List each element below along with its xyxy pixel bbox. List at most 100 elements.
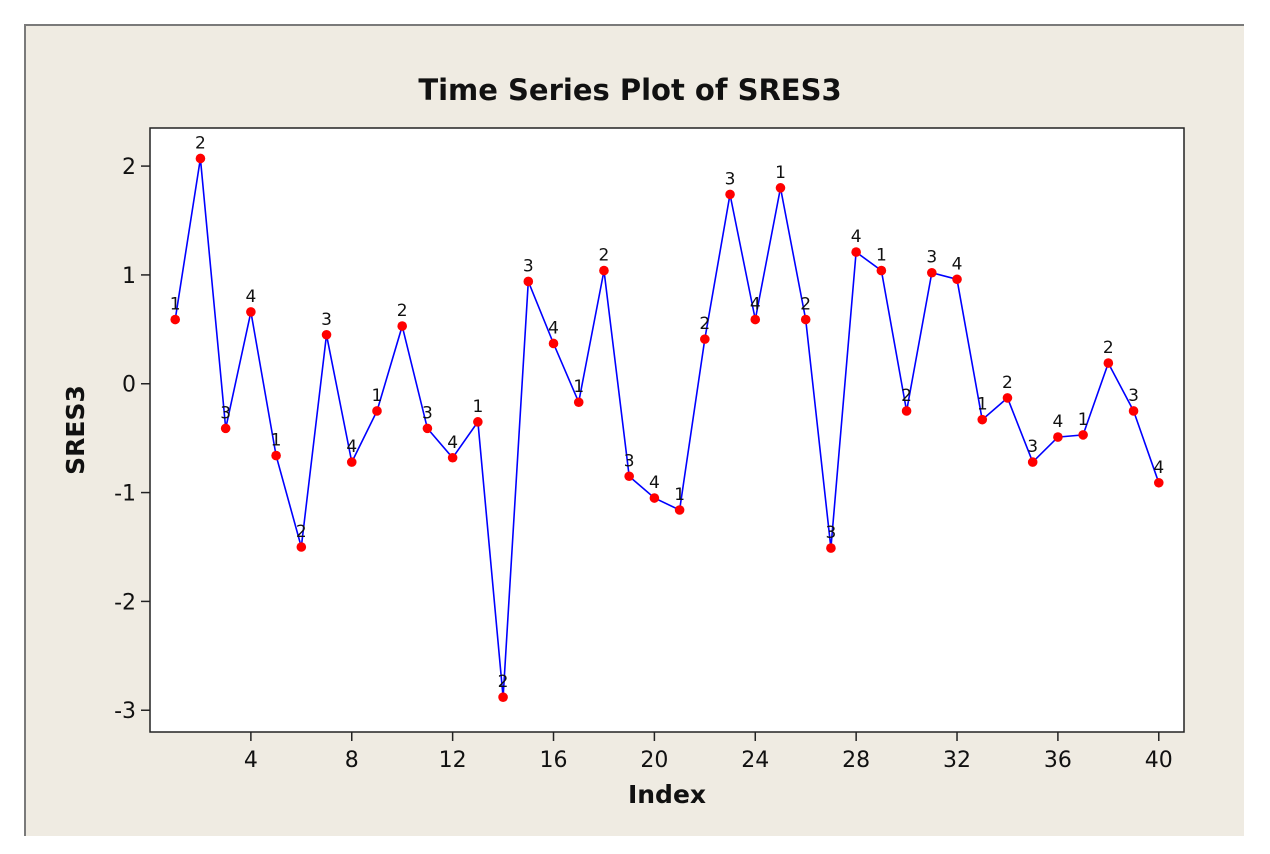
point-label: 1 bbox=[372, 386, 383, 406]
data-point bbox=[725, 189, 735, 200]
point-label: 2 bbox=[296, 522, 307, 542]
data-point bbox=[1078, 430, 1088, 440]
data-point bbox=[1002, 393, 1013, 403]
data-point bbox=[296, 542, 307, 552]
point-label: 1 bbox=[674, 485, 685, 505]
data-point bbox=[599, 265, 609, 276]
point-label: 3 bbox=[624, 451, 635, 471]
x-tick-label: 24 bbox=[741, 748, 769, 773]
x-tick-label: 4 bbox=[244, 748, 258, 773]
data-point bbox=[624, 471, 634, 482]
y-tick-label: -1 bbox=[114, 482, 136, 507]
data-point bbox=[170, 314, 181, 325]
x-tick-label: 36 bbox=[1044, 748, 1072, 773]
y-axis-label: SRES3 bbox=[61, 385, 90, 475]
point-label: 4 bbox=[851, 227, 862, 247]
data-point bbox=[1103, 358, 1114, 368]
data-point bbox=[1153, 477, 1164, 488]
y-tick-label: 2 bbox=[122, 155, 136, 180]
data-point bbox=[674, 505, 685, 515]
data-point bbox=[548, 338, 559, 349]
point-label: 3 bbox=[826, 523, 837, 543]
y-axis: -3 -2 -1 0 1 2 bbox=[114, 155, 150, 724]
data-point bbox=[246, 307, 256, 317]
x-tick-label: 28 bbox=[842, 748, 870, 773]
y-tick-label: -2 bbox=[114, 590, 136, 615]
point-label: 3 bbox=[1027, 437, 1038, 457]
point-label: 2 bbox=[1103, 338, 1114, 358]
point-label: 2 bbox=[699, 314, 710, 334]
data-point bbox=[321, 329, 332, 340]
data-point bbox=[195, 153, 206, 164]
data-point bbox=[927, 267, 937, 278]
point-label: 3 bbox=[220, 403, 231, 423]
data-point bbox=[750, 314, 761, 325]
point-label: 3 bbox=[926, 248, 937, 268]
data-point bbox=[851, 247, 861, 257]
data-point bbox=[1027, 457, 1038, 467]
data-point bbox=[800, 314, 811, 325]
x-tick-label: 12 bbox=[439, 748, 467, 773]
x-axis: 4 8 12 16 20 24 28 32 36 40 bbox=[244, 732, 1173, 773]
point-label: 2 bbox=[901, 386, 912, 406]
point-label: 1 bbox=[876, 246, 887, 266]
data-point bbox=[220, 423, 231, 434]
data-point bbox=[826, 543, 836, 553]
data-point bbox=[1053, 432, 1063, 442]
point-label: 1 bbox=[1078, 410, 1089, 430]
data-point bbox=[700, 334, 710, 344]
point-label: 1 bbox=[170, 295, 181, 315]
x-tick-label: 32 bbox=[943, 748, 971, 773]
point-label: 1 bbox=[271, 431, 282, 451]
data-point bbox=[573, 397, 584, 408]
data-point bbox=[372, 406, 382, 416]
data-point bbox=[271, 450, 281, 461]
data-point bbox=[775, 183, 786, 193]
point-label: 4 bbox=[245, 287, 256, 307]
x-axis-label: Index bbox=[628, 780, 706, 809]
point-label: 4 bbox=[750, 295, 761, 315]
point-label: 2 bbox=[1002, 373, 1013, 393]
point-label: 4 bbox=[952, 254, 963, 274]
data-point bbox=[447, 452, 458, 463]
x-tick-label: 16 bbox=[540, 748, 568, 773]
data-point bbox=[649, 493, 660, 503]
data-point bbox=[1128, 406, 1139, 416]
data-point bbox=[901, 406, 912, 416]
data-point bbox=[876, 265, 887, 276]
point-label: 3 bbox=[321, 310, 332, 330]
point-label: 4 bbox=[447, 433, 458, 453]
point-label: 4 bbox=[1052, 412, 1063, 432]
point-label: 3 bbox=[725, 169, 736, 189]
y-tick-label: 0 bbox=[122, 373, 136, 398]
point-label: 2 bbox=[800, 295, 811, 315]
x-tick-label: 40 bbox=[1145, 748, 1173, 773]
data-point bbox=[422, 423, 433, 434]
x-tick-label: 8 bbox=[345, 748, 359, 773]
data-point bbox=[498, 692, 508, 702]
x-tick-label: 20 bbox=[640, 748, 668, 773]
point-label: 4 bbox=[548, 318, 559, 338]
data-point bbox=[397, 321, 407, 331]
plot-area bbox=[149, 127, 1185, 733]
data-point bbox=[523, 276, 534, 287]
point-label: 1 bbox=[573, 377, 584, 397]
point-label: 1 bbox=[977, 395, 988, 415]
y-tick-label: 1 bbox=[122, 264, 136, 289]
point-label: 3 bbox=[1128, 386, 1139, 406]
point-label: 2 bbox=[195, 133, 206, 153]
point-label: 3 bbox=[422, 403, 433, 423]
point-label: 2 bbox=[599, 246, 610, 266]
data-point bbox=[952, 274, 962, 285]
chart-title: Time Series Plot of SRES3 bbox=[418, 73, 841, 107]
point-label: 1 bbox=[472, 397, 483, 417]
point-label: 2 bbox=[498, 672, 509, 692]
y-tick-label: -3 bbox=[114, 699, 136, 724]
data-point bbox=[977, 414, 988, 425]
series-line bbox=[174, 158, 1160, 698]
point-label: 1 bbox=[775, 163, 786, 183]
point-label: 3 bbox=[523, 256, 534, 276]
point-label: 2 bbox=[397, 301, 408, 321]
